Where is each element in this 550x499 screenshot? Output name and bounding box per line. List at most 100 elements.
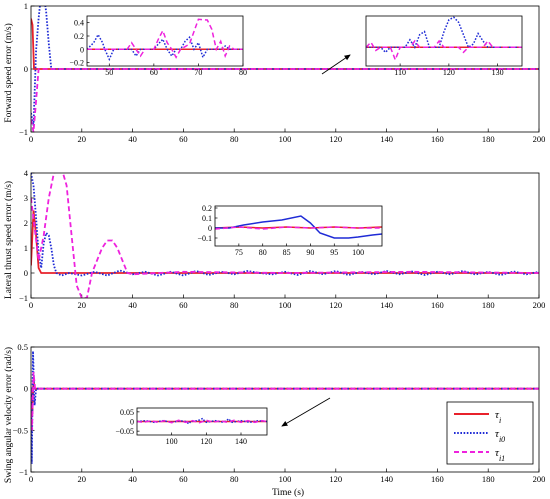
panel-2-series-tau-i-line (31, 210, 539, 274)
panel-2-inset-1-xtick-label: 85 (283, 248, 291, 257)
panel-2-inset-1-xtick-label: 90 (306, 248, 314, 257)
panel-3-xtick-label: 160 (431, 474, 444, 484)
panel-1-xtick-label: 120 (329, 134, 342, 144)
panel-1-xtick-label: 160 (431, 134, 444, 144)
panel-1-inset-1-xtick-label: 50 (105, 68, 113, 77)
panel-2-ylabel: Lateral thrust speed error (m/s) (3, 181, 14, 299)
panel-3-xtick-label: 100 (279, 474, 292, 484)
panel-2-ytick-label: 1 (24, 243, 28, 253)
x-axis-label: Time (s) (272, 487, 304, 498)
panel-1-xtick-label: 200 (533, 134, 546, 144)
panel-3-series-tau-i1-line (31, 371, 539, 431)
panel-2-inset-1-ytick-label: 0.1 (202, 214, 212, 223)
panel-3-xtick-label: 20 (78, 474, 87, 484)
panel-2-ytick-label: 0 (24, 268, 28, 278)
panel-1-ytick-label: 0 (24, 64, 28, 74)
panel-3-xtick-label: 60 (179, 474, 188, 484)
panel-1-inset-1-xtick-label: 70 (194, 68, 202, 77)
panel-1-ylabel: Forward speed error (m/s) (3, 23, 14, 122)
legend-label-tau-i0: τi0 (495, 428, 505, 444)
panel-3-inset-1-frame (136, 407, 268, 436)
panel-1-inset-2-series-tau-i1-line (366, 39, 522, 62)
panel-1-ytick-label: 1 (24, 1, 28, 11)
panel-1-xtick-label: 60 (179, 134, 188, 144)
panel-1-xtick-label: 100 (279, 134, 292, 144)
panel-1-inset-2-xtick-label: 110 (394, 68, 406, 77)
panel-3-inset-1-xtick-label: 120 (200, 437, 212, 446)
panel-2-inset-1-ytick-label: −0.1 (197, 234, 212, 243)
panel-3-inset-1-xtick-label: 140 (235, 437, 247, 446)
panel-2-xtick-label: 120 (329, 300, 342, 310)
panel-1-ytick-label: −1 (19, 127, 28, 137)
legend-box (446, 401, 534, 465)
panel-1-series-tau-i1-line (31, 68, 539, 132)
panel-3-annotation-arrow (281, 397, 331, 427)
panel-2-inset-1-xtick-label: 75 (235, 248, 243, 257)
panel-1-inset-1-ytick-label: 0 (80, 45, 84, 54)
panel-3-ytick-label: 0.5 (17, 342, 28, 352)
panel-3-ytick-label: −1 (19, 467, 28, 477)
panel-1-inset-2-series-tau-i0-line (366, 16, 522, 54)
panel-1-inset-1-ytick-label: 0.2 (74, 32, 84, 41)
panel-2-xtick-label: 0 (29, 300, 33, 310)
panel-3-xtick-label: 200 (533, 474, 546, 484)
panel-2-xtick-label: 60 (179, 300, 188, 310)
panel-1-xtick-label: 80 (230, 134, 239, 144)
panel-1-xtick-label: 140 (380, 134, 393, 144)
panel-2-ytick-label: 2 (24, 218, 28, 228)
panel-1-inset-1-ytick-label: 0.4 (74, 19, 84, 28)
panel-2-inset-1-series-tau-i1-line (215, 226, 382, 230)
panel-1-inset-2-frame (365, 15, 523, 67)
panel-3-inset-1-ytick-label: 0.05 (120, 408, 134, 417)
panel-3-xtick-label: 180 (482, 474, 495, 484)
panel-1-xtick-label: 0 (29, 134, 33, 144)
panel-3-xtick-label: 140 (380, 474, 393, 484)
panel-2-inset-1-ytick-label: 0.2 (202, 204, 212, 213)
panel-2-xtick-label: 20 (78, 300, 87, 310)
panel-3-ytick-label: 0 (24, 384, 28, 394)
panel-2-xtick-label: 40 (128, 300, 137, 310)
panel-3-inset-1-series-tau-i0-line (137, 417, 267, 425)
panel-2-inset-1-xtick-label: 95 (330, 248, 338, 257)
panel-1-inset-1-series-tau-i1-line (87, 18, 243, 59)
panel-3-inset-1-series-tau-i1-line (137, 419, 267, 424)
panel-3-xtick-label: 80 (230, 474, 239, 484)
panel-2-series-tau-i1-line (31, 173, 539, 298)
panel-1-inset-1-frame (86, 15, 244, 67)
panel-2-ytick-label: 3 (24, 193, 28, 203)
panel-3-xtick-label: 40 (128, 474, 137, 484)
panel-1-xtick-label: 180 (482, 134, 495, 144)
panel-2-xtick-label: 180 (482, 300, 495, 310)
panel-2-xtick-label: 80 (230, 300, 239, 310)
panel-3-ylabel: Swing angular velocity error (rad/s) (3, 347, 14, 483)
panel-1-annotation-arrow (321, 54, 351, 75)
panel-1-frame (30, 5, 540, 133)
panel-3-inset-1-ytick-label: 0 (130, 418, 134, 427)
legend-label-tau-i: τi (495, 409, 501, 425)
panel-2-ytick-label: 4 (24, 168, 29, 178)
panel-2-inset-1-background (215, 206, 382, 246)
panel-2-inset-1-series-tau-i0-line (215, 215, 382, 239)
panel-1-inset-1-xtick-label: 80 (239, 68, 247, 77)
panel-3-xtick-label: 0 (29, 474, 33, 484)
panel-1-inset-1-background (87, 16, 243, 66)
panel-1-inset-2-xtick-label: 130 (492, 68, 504, 77)
panel-2-xtick-label: 100 (279, 300, 292, 310)
panel-2-ytick-label: −1 (19, 293, 28, 303)
panel-1-inset-1-ytick-label: −0.2 (69, 59, 84, 68)
panel-1-inset-1-xtick-label: 60 (150, 68, 158, 77)
panel-1-series-tau-i0-line (31, 6, 539, 126)
panel-2-inset-1-frame (214, 205, 383, 247)
panel-1-xtick-label: 40 (128, 134, 137, 144)
panel-2-xtick-label: 160 (431, 300, 444, 310)
panel-2-xtick-label: 140 (380, 300, 393, 310)
panel-3-xtick-label: 120 (329, 474, 342, 484)
panel-1-xtick-label: 20 (78, 134, 87, 144)
panel-2-xtick-label: 200 (533, 300, 546, 310)
panel-1-inset-2-background (366, 16, 522, 66)
panel-1-inset-1-series-tau-i0-line (87, 33, 243, 62)
panel-3-inset-1-ytick-label: −0.05 (115, 427, 134, 436)
panel-2-series-tau-i0-line (31, 173, 539, 277)
panel-3-frame (30, 346, 540, 473)
